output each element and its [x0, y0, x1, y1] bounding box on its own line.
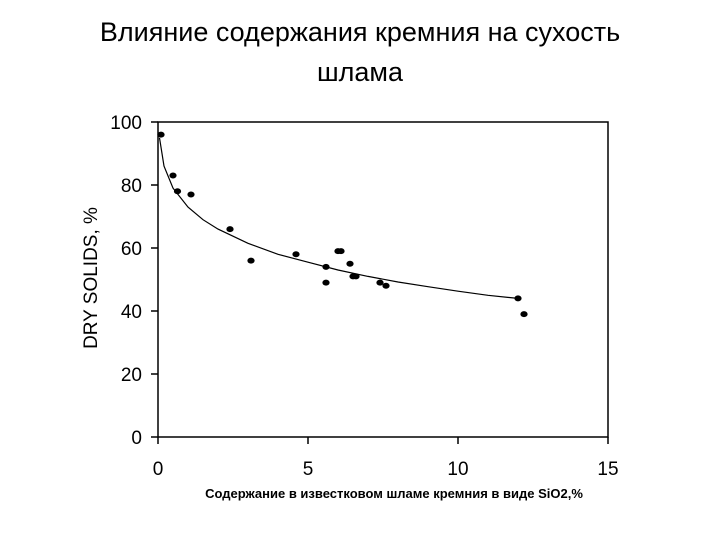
y-tick-label: 60: [121, 239, 142, 260]
x-tick-label: 10: [447, 459, 468, 480]
x-tick-label: 15: [597, 459, 618, 480]
x-tick-label: 0: [153, 459, 164, 480]
x-axis-title: Содержание в известковом шламе кремния в…: [205, 486, 583, 501]
data-point: [352, 273, 360, 280]
data-point: [292, 251, 300, 258]
plot-frame: [157, 121, 609, 438]
y-axis-title: DRY SOLIDS, %: [81, 207, 102, 349]
axis-ticks: 0 5 10 15 0 20 40 60 80 100: [110, 113, 618, 480]
y-tick-label: 0: [131, 428, 142, 449]
y-tick-label: 100: [110, 113, 142, 134]
data-point: [514, 295, 522, 302]
y-tick-label: 40: [121, 302, 142, 323]
slide-title: Влияние содержания кремния на сухость шл…: [20, 12, 700, 92]
data-point: [337, 248, 345, 255]
data-point: [322, 263, 330, 270]
data-point: [173, 188, 182, 195]
data-point: [346, 260, 354, 267]
data-point: [382, 282, 390, 289]
trend-curve-layer: [158, 137, 519, 299]
data-point: [157, 131, 165, 138]
data-point: [187, 191, 195, 198]
data-point: [226, 226, 234, 233]
data-points-layer: [157, 131, 528, 318]
slide-title-line-1: Влияние содержания кремния на сухость: [99, 17, 621, 47]
trend-curve: [158, 137, 519, 299]
x-tick-label: 5: [303, 459, 314, 480]
y-tick-label: 20: [121, 365, 142, 386]
slide-title-line-2: шлама: [316, 57, 403, 87]
plot-border: [157, 121, 609, 438]
data-point: [376, 279, 384, 286]
data-point: [247, 257, 255, 264]
y-tick-label: 80: [121, 176, 142, 197]
data-point: [322, 279, 330, 286]
data-point: [520, 311, 528, 318]
data-point: [169, 172, 177, 179]
